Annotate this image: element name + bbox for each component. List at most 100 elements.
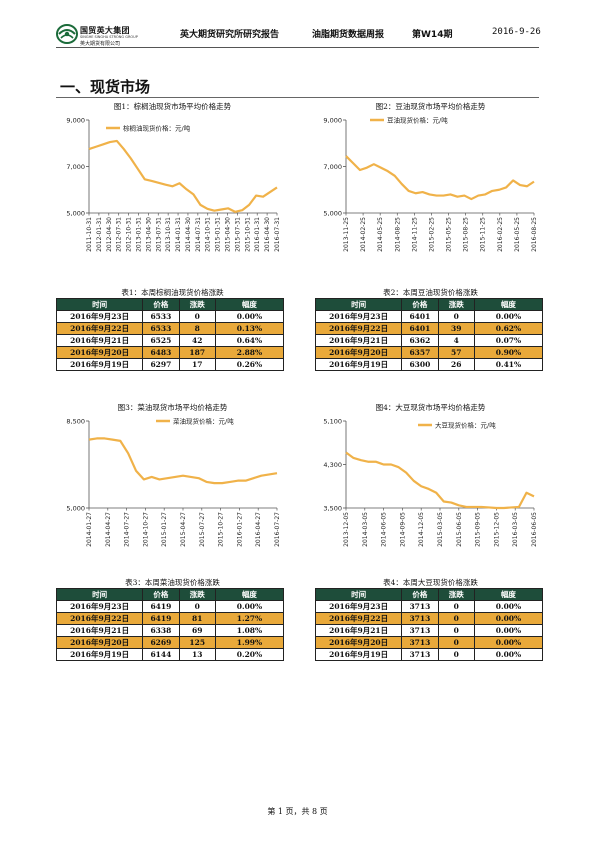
column-header: 涨跌 [437,298,475,311]
x-tick-label: 2014-05-25 [377,217,384,252]
x-tick-label: 2013-11-25 [343,217,350,252]
table-row: 2016年9月19日 6300 26 0.41% [314,358,544,371]
column-header: 时间 [55,588,144,601]
table-cell: 6401 [401,310,439,323]
section-divider [56,97,539,98]
table-cell: 2016年9月21日 [314,624,403,637]
x-tick-label: 2016-05-25 [514,217,521,252]
x-tick-label: 2016-02-25 [497,217,504,252]
y-tick-label: 3,500 [323,505,342,513]
x-tick-label: 2016-01-31 [254,217,261,252]
logo-subsidiary-name: 英大期货有限公司 [80,41,121,47]
table-cell: 187 [178,346,216,359]
table-cell: 0.00% [473,612,544,625]
x-tick-label: 2013-04-30 [145,217,152,252]
x-tick-label: 2014-12-05 [418,512,425,547]
page-footer: 第 1 页，共 8 页 [267,807,328,816]
logo-company-english: SINGHE SINGHA STRONG GROUP [80,35,138,39]
table-row: 2016年9月23日 3713 0 0.00% [314,600,544,613]
table-cell: 0.64% [214,334,285,347]
table-caption-soyoil: 表2：本周豆油现货价格涨跌 [383,288,478,297]
table-cell: 0 [437,648,475,661]
soybean-price-table: 时间 价格 涨跌 幅度 2016年9月23日 3713 0 0.00% 2016年9月22日 37… [314,588,544,661]
table-cell: 125 [178,636,216,649]
table-row: 2016年9月23日 6419 0 0.00% [55,600,285,613]
table-cell: 2016年9月22日 [314,612,403,625]
soybean-oil-price-table: 时间 价格 涨跌 幅度 2016年9月23日 6401 0 0.00% 2016年9月22日 64… [314,298,544,371]
x-tick-label: 2016-03-05 [512,512,519,547]
table-cell: 0.26% [214,358,285,371]
x-tick-label: 2013-12-05 [343,512,350,547]
table-cell: 0 [437,310,475,323]
column-header: 时间 [314,298,403,311]
x-tick-label: 2013-01-31 [135,217,142,252]
table-cell: 6362 [401,334,439,347]
table-cell: 6297 [142,358,180,371]
table-cell: 0.00% [473,600,544,613]
table-cell: 2016年9月21日 [55,334,144,347]
table-cell: 3713 [401,600,439,613]
section-title: 一、现货市场 [60,78,151,96]
table-cell: 2016年9月22日 [314,322,403,335]
table-cell: 0 [437,600,475,613]
table-cell: 0.00% [214,600,285,613]
table-cell: 13 [178,648,216,661]
table-cell: 0 [178,600,216,613]
table-cell: 0.13% [214,322,285,335]
chart-title-palm: 图1：棕榈油现货市场平均价格走势 [113,102,232,111]
table-row: 2016年9月21日 6362 4 0.07% [314,334,544,347]
y-tick-label: 9,000 [66,117,85,125]
table-cell: 6401 [401,322,439,335]
column-header: 价格 [142,588,180,601]
chart-title-soybean: 图4：大豆现货市场平均价格走势 [375,403,486,412]
x-tick-label: 2015-01-31 [215,217,222,252]
legend-label: 豆油现货价格：元/吨 [387,116,448,125]
legend-label: 大豆现货价格：元/吨 [435,421,496,430]
x-tick-label: 2015-05-25 [446,217,453,252]
x-tick-label: 2015-10-31 [244,217,251,252]
table-cell: 42 [178,334,216,347]
table-row: 2016年9月19日 3713 0 0.00% [314,648,544,661]
x-tick-label: 2014-07-27 [124,512,131,547]
chart-title-soyoil: 图2：豆油现货市场平均价格走势 [375,102,486,111]
header-issue: 第W14期 [412,30,453,40]
table-cell: 0.00% [214,310,285,323]
table-cell: 8 [178,322,216,335]
x-tick-label: 2014-04-30 [185,217,192,252]
table-cell: 6533 [142,322,180,335]
x-tick-label: 2015-07-31 [234,217,241,252]
x-tick-label: 2013-07-31 [155,217,162,252]
table-row: 2016年9月21日 6338 69 1.08% [55,624,285,637]
x-tick-label: 2014-02-25 [360,217,367,252]
x-tick-label: 2014-08-25 [394,217,401,252]
table-cell: 0.00% [473,636,544,649]
series-line [88,139,278,213]
column-header: 价格 [401,298,439,311]
x-tick-label: 2015-04-27 [180,512,187,547]
x-tick-label: 2014-01-31 [175,217,182,252]
x-tick-label: 2012-04-30 [106,217,113,252]
x-tick-label: 2011-10-31 [86,217,93,252]
table-cell: 1.99% [214,636,285,649]
legend-label: 棕榈油现货价格：元/吨 [123,124,191,133]
table-row: 2016年9月20日 6357 57 0.90% [314,346,544,359]
globe-logo-icon [56,24,78,44]
table-cell: 6419 [142,600,180,613]
table-cell: 26 [437,358,475,371]
table-cell: 2016年9月23日 [314,310,403,323]
table-row: 2016年9月22日 3713 0 0.00% [314,612,544,625]
table-cell: 2016年9月22日 [55,612,144,625]
x-tick-label: 2014-01-27 [86,512,93,547]
column-header: 幅度 [473,298,544,311]
x-tick-label: 2015-11-25 [480,217,487,252]
column-header: 价格 [142,298,180,311]
x-tick-label: 2014-10-31 [205,217,212,252]
x-tick-label: 2014-04-27 [105,512,112,547]
table-cell: 6338 [142,624,180,637]
header-divider [56,47,539,48]
table-cell: 0 [437,636,475,649]
x-tick-label: 2015-04-30 [225,217,232,252]
table-cell: 6357 [401,346,439,359]
